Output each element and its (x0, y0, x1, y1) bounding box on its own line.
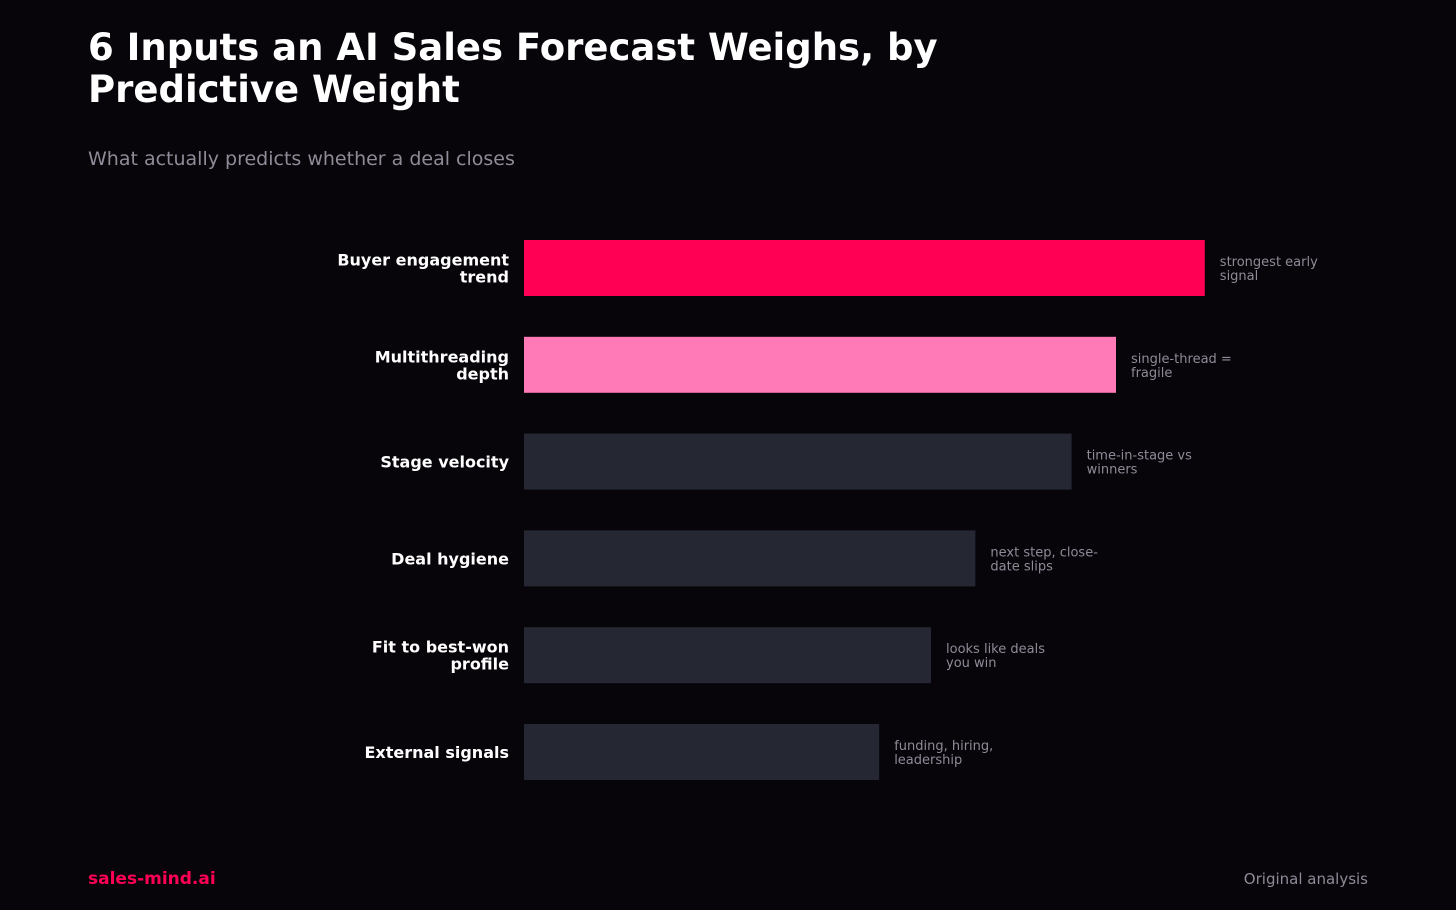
brand-logo-text[interactable]: sales-mind.ai (88, 869, 216, 889)
bar-1[interactable] (524, 240, 1205, 296)
bar-4[interactable] (524, 530, 976, 587)
bar-annotation-6: funding, hiring, leadership (894, 739, 993, 768)
bar-annotation-2: single-thread = fragile (1131, 352, 1232, 381)
bar-6[interactable] (524, 724, 880, 780)
category-label-2: Multithreading depth (375, 347, 509, 383)
bar-annotation-1: strongest early signal (1220, 255, 1318, 284)
category-label-6: External signals (364, 743, 509, 762)
bar-3[interactable] (524, 433, 1072, 490)
bar-2[interactable] (524, 336, 1116, 393)
bar-5[interactable] (524, 627, 931, 684)
category-label-5: Fit to best-won profile (372, 638, 509, 674)
chart-subtitle: What actually predicts whether a deal cl… (88, 148, 515, 170)
source-note: Original analysis (1243, 870, 1368, 888)
bar-annotation-4: next step, close-date slips (990, 545, 1098, 574)
category-label-1: Buyer engagement trend (337, 251, 509, 287)
category-label-3: Stage velocity (380, 453, 509, 472)
chart-title: 6 Inputs an AI Sales Forecast Weighs, by… (88, 26, 938, 111)
bar-annotation-5: looks like deals you win (946, 642, 1045, 671)
category-label-4: Deal hygiene (391, 549, 509, 568)
bar-annotation-3: time-in-stage vs winners (1087, 449, 1193, 478)
